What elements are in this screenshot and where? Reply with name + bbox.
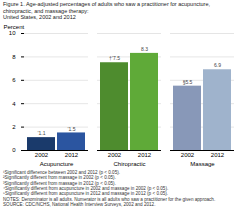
svg-text:Acupuncture: Acupuncture	[40, 161, 74, 167]
svg-text:’1.1: ’1.1	[37, 130, 45, 136]
html-text:NOTES: Denominator is all adul: NOTES: Denominator is all adults. Numera…	[3, 196, 216, 202]
svg-text:2012: 2012	[211, 152, 225, 158]
html-text:¹Significant difference betwee: ¹Significant difference between 2002 and…	[3, 169, 120, 175]
html-text:SOURCE: CDC/NCHS, National Hea: SOURCE: CDC/NCHS, National Health Interv…	[3, 202, 156, 208]
svg-text:6.9: 6.9	[214, 62, 221, 68]
svg-text:§5.5: §5.5	[183, 79, 193, 85]
svg-text:2012: 2012	[138, 152, 152, 158]
svg-text:2002: 2002	[181, 152, 195, 158]
svg-text:2: 2	[12, 124, 16, 130]
svg-text:Chiropractic: Chiropractic	[113, 161, 145, 167]
svg-text:Percent: Percent	[4, 24, 25, 30]
svg-text:Massage: Massage	[190, 161, 215, 167]
html-text:⁵Significantly different from: ⁵Significantly different from acupunctur…	[3, 191, 169, 197]
svg-text:’1.5: ’1.5	[67, 125, 75, 131]
svg-text:†’7.5: †’7.5	[109, 55, 120, 61]
html-text:United States, 2002 and 2012: United States, 2002 and 2012	[3, 14, 76, 21]
svg-text:0: 0	[12, 147, 16, 153]
svg-text:8: 8	[12, 54, 16, 60]
html-text:Figure 1. Age-adjusted percent: Figure 1. Age-adjusted percentages of ad…	[3, 1, 210, 14]
html-text:³Significantly different from: ³Significantly different from massage in…	[3, 180, 116, 186]
html-text:²Significantly different from: ²Significantly different from massage in…	[3, 175, 116, 181]
svg-text:8.3: 8.3	[141, 46, 148, 52]
svg-text:10: 10	[9, 30, 16, 36]
svg-text:2002: 2002	[108, 152, 122, 158]
svg-text:2012: 2012	[65, 152, 79, 158]
svg-text:6: 6	[12, 77, 16, 83]
svg-text:2002: 2002	[35, 152, 49, 158]
svg-text:4: 4	[12, 100, 16, 106]
html-text:⁴Significantly different from: ⁴Significantly different from acupunctur…	[3, 186, 169, 191]
